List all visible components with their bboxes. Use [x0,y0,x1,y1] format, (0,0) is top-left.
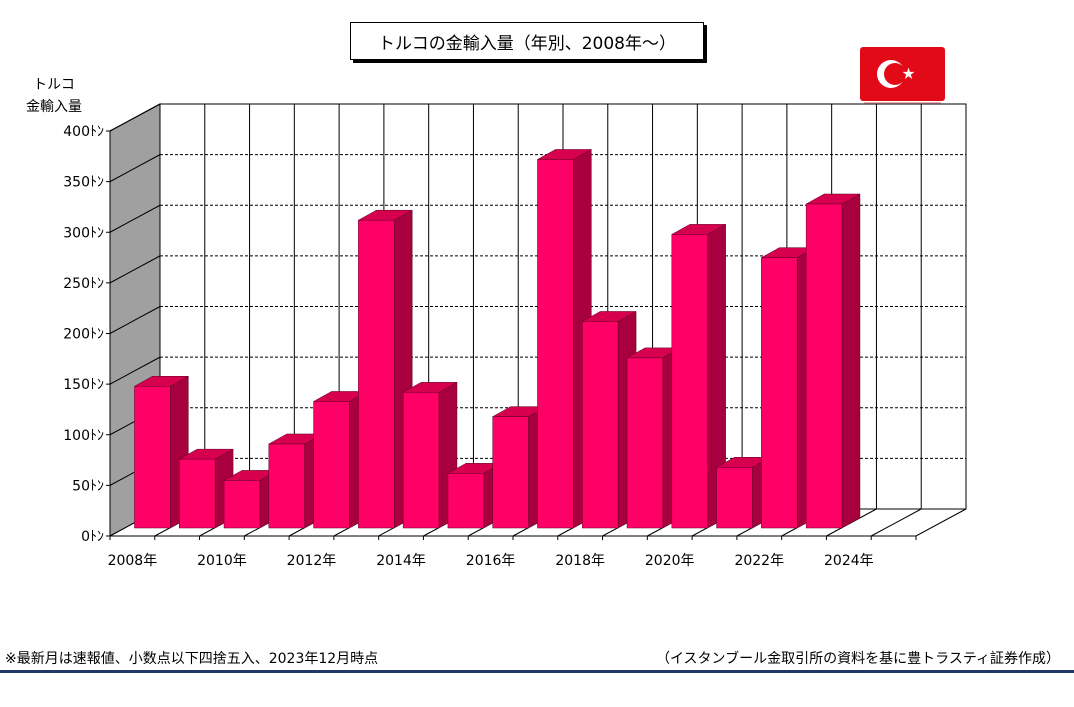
side-wall-gridline [109,204,161,233]
y-tick-label: 400ﾄﾝ [63,124,104,140]
bar [582,321,619,529]
bar [223,480,261,529]
bar [447,473,484,529]
y-axis-label-line-1: トルコ [33,77,75,93]
y-tick-label: 100ﾄﾝ [63,428,104,444]
bar [626,357,664,529]
x-tick-label: 2012年 [287,553,337,569]
bar [358,219,395,529]
y-tick-label: 200ﾄﾝ [63,327,104,343]
x-tick-label: 2024年 [824,553,874,569]
footnote-right: （イスタンブール金取引所の資料を基に豊トラスティ証券作成） [655,651,1060,667]
side-wall-gridline [109,154,161,183]
x-tick-label: 2020年 [645,553,695,569]
y-axis-label: トルコ 金輸入量 [14,74,94,118]
flag-star [902,67,915,79]
side-wall-gridline [109,103,161,132]
y-tick-label: 0ﾄﾝ [81,529,104,545]
x-tick-label: 2018年 [555,553,605,569]
y-tick-label: 50ﾄﾝ [72,478,104,494]
side-wall-gridline [109,255,161,284]
y-axis-label-line-2: 金輸入量 [26,99,82,115]
bar [492,416,529,529]
side-wall-gridline [109,356,161,385]
y-tick-label: 350ﾄﾝ [63,175,104,191]
bar [716,467,753,529]
bar [179,458,216,529]
chart-title: トルコの金輸入量（年別、2008年～） [350,22,704,60]
x-tick-label: 2016年 [466,553,516,569]
bar [402,392,440,529]
footnote-left: ※最新月は速報値、小数点以下四捨五入、2023年12月時点 [5,651,379,667]
bar [761,257,798,529]
bar-side [841,193,861,529]
bottom-divider [0,670,1074,673]
bar [134,386,171,529]
bar [268,443,305,529]
bar [671,234,708,529]
floor-divider [870,508,922,537]
bar [537,159,574,529]
y-tick-label: 300ﾄﾝ [63,225,104,241]
bar [313,401,350,529]
bar [805,203,843,529]
x-tick-label: 2014年 [376,553,426,569]
x-tick-label: 2008年 [108,553,158,569]
turkey-flag-icon [860,47,945,109]
side-wall-gridline [109,306,161,334]
y-tick-label: 150ﾄﾝ [63,377,104,393]
y-tick-label: 250ﾄﾝ [63,276,104,292]
x-tick-label: 2010年 [197,553,247,569]
x-tick-label: 2022年 [734,553,784,569]
